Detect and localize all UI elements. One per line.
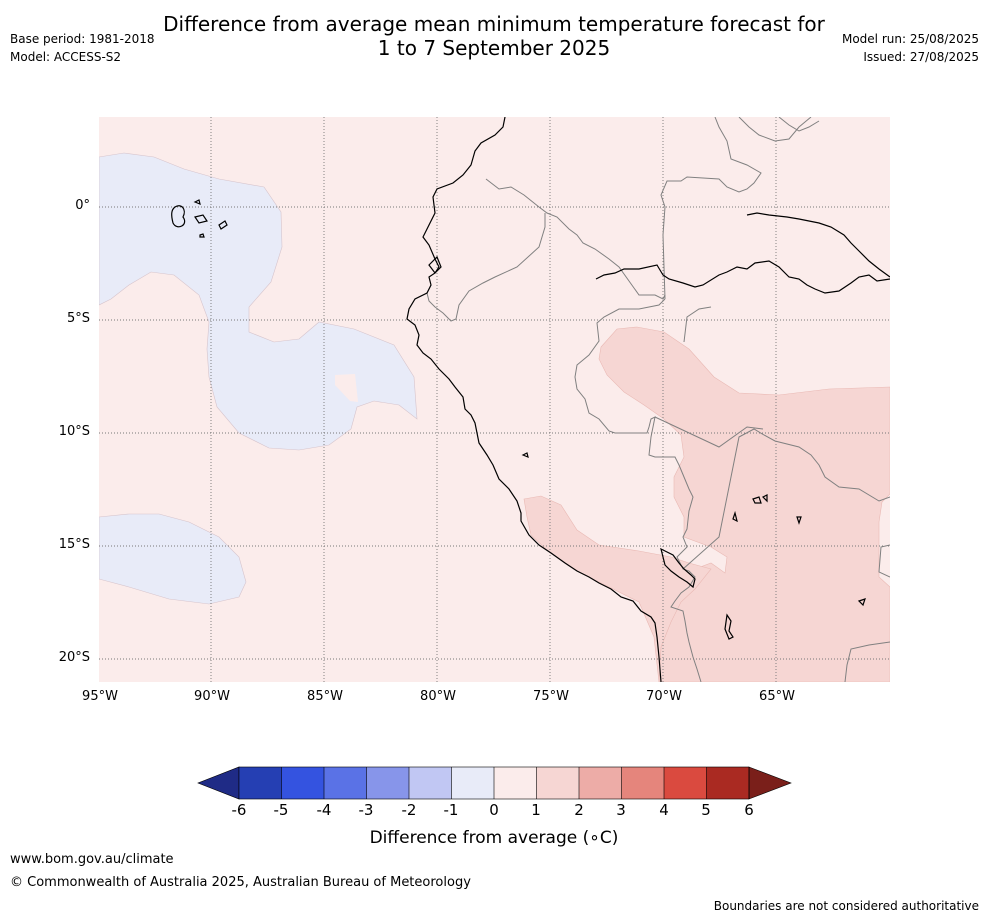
footer-disclaimer: Boundaries are not considered authoritat…	[713, 899, 979, 913]
map-title-line2: 1 to 7 September 2025	[377, 36, 611, 60]
lat-label-15s: 15°S	[58, 537, 90, 552]
lon-label-90w: 90°W	[194, 689, 230, 704]
colorbar-segment	[621, 767, 664, 799]
colorbar	[197, 766, 792, 800]
colorbar-segment	[664, 767, 707, 799]
colorbar-tick: 1	[531, 801, 541, 819]
colorbar-segment	[409, 767, 452, 799]
colorbar-tick: -2	[401, 801, 417, 819]
colorbar-segment	[239, 767, 282, 799]
colorbar-segment	[366, 767, 409, 799]
model-name: Model: ACCESS-S2	[10, 50, 122, 64]
forecast-map	[99, 117, 890, 682]
anomaly-0-to-1-hole	[335, 374, 358, 402]
lat-label-10s: 10°S	[58, 424, 90, 439]
colorbar-tick: 2	[574, 801, 584, 819]
map-title-line1: Difference from average mean minimum tem…	[163, 12, 825, 36]
base-period: Base period: 1981-2018	[10, 32, 155, 46]
colorbar-segment	[281, 767, 324, 799]
colorbar-tick: 0	[489, 801, 499, 819]
meta-right: Model run: 25/08/2025 Issued: 27/08/2025	[842, 30, 979, 66]
colorbar-label: Difference from average (∘C)	[369, 828, 619, 848]
colorbar-tick: 3	[616, 801, 626, 819]
anomaly-neg1-to-0-region-south	[99, 513, 247, 605]
colorbar-segment	[706, 767, 749, 799]
lat-label-0: 0°	[75, 198, 90, 213]
colorbar-extend-high	[748, 766, 792, 800]
lat-label-20s: 20°S	[58, 650, 90, 665]
model-run: Model run: 25/08/2025	[841, 32, 979, 46]
colorbar-tick: -1	[443, 801, 459, 819]
lon-label-70w: 70°W	[646, 689, 682, 704]
colorbar-tick: -6	[231, 801, 247, 819]
colorbar-extend-low	[197, 766, 240, 800]
lat-label-5s: 5°S	[66, 311, 90, 326]
colorbar-tick: -5	[273, 801, 289, 819]
colorbar-segment	[494, 767, 537, 799]
lon-label-80w: 80°W	[420, 689, 456, 704]
map-title: Difference from average mean minimum tem…	[0, 12, 988, 60]
colorbar-segment	[324, 767, 367, 799]
colorbar-segment	[579, 767, 622, 799]
issued-date: Issued: 27/08/2025	[863, 50, 979, 64]
colorbar-tick: 6	[744, 801, 754, 819]
colorbar-segment	[451, 767, 494, 799]
colorbar-tick: 4	[659, 801, 669, 819]
footer-copyright: © Commonwealth of Australia 2025, Austra…	[10, 875, 471, 890]
coastlines	[171, 117, 890, 682]
graticule	[99, 117, 890, 682]
colorbar-tick: 5	[701, 801, 711, 819]
colorbar-tick: -3	[358, 801, 374, 819]
lon-label-75w: 75°W	[533, 689, 569, 704]
footer-url: www.bom.gov.au/climate	[10, 852, 174, 867]
colorbar-tick: -4	[316, 801, 332, 819]
country-borders	[426, 117, 890, 682]
lon-label-95w: 95°W	[82, 689, 118, 704]
colorbar-segment	[536, 767, 579, 799]
lon-label-65w: 65°W	[759, 689, 795, 704]
lon-label-85w: 85°W	[307, 689, 343, 704]
meta-left: Base period: 1981-2018 Model: ACCESS-S2	[10, 30, 155, 66]
